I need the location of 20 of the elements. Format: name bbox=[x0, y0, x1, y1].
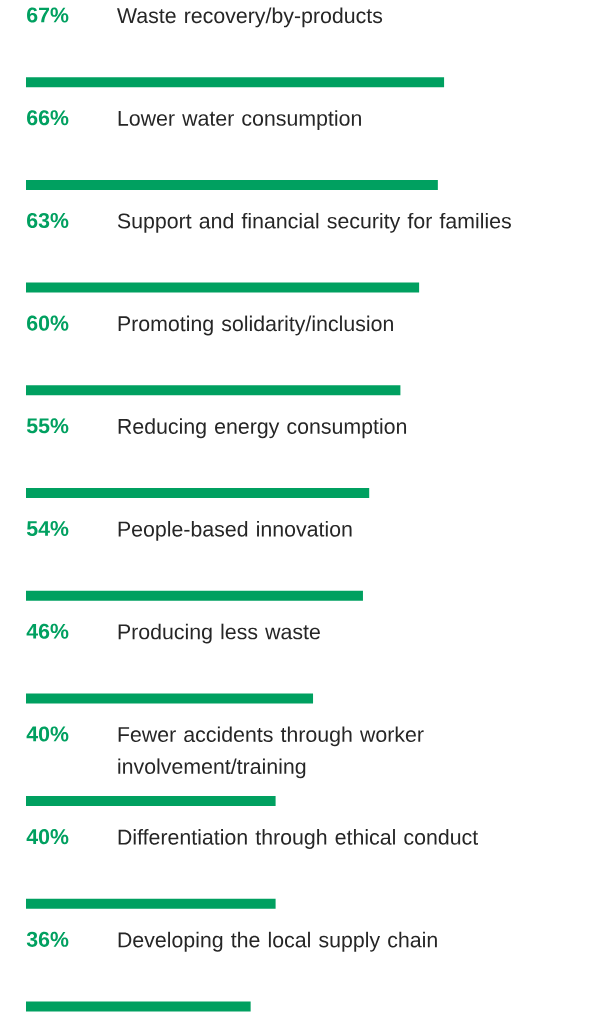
data-label: 36% bbox=[26, 931, 69, 947]
data-label: 54% bbox=[26, 520, 69, 537]
y-tick-label: Fewer accidents through worker involvement/training bbox=[118, 726, 424, 779]
data-label: 40% bbox=[26, 829, 69, 845]
y-tick-label: People-based innovation bbox=[118, 520, 352, 541]
data-label: 40% bbox=[26, 726, 69, 742]
y-tick-label: Promoting solidarity/inclusion bbox=[118, 315, 393, 336]
data-label: 67% bbox=[27, 7, 69, 23]
y-tick-label: Producing less waste bbox=[118, 623, 320, 644]
data-label: 63% bbox=[27, 212, 69, 228]
y-tick-label: Developing the local supply chain bbox=[118, 931, 437, 952]
data-label: 60% bbox=[27, 315, 69, 331]
data-label: 66% bbox=[27, 110, 69, 126]
data-label: 55% bbox=[26, 418, 69, 434]
y-tick-label: Differentiation through ethical conduct bbox=[118, 829, 479, 849]
y-tick-label: Waste recovery/by-products bbox=[117, 7, 383, 28]
data-label: 46% bbox=[26, 623, 69, 639]
y-tick-label: Reducing energy consumption bbox=[118, 418, 407, 439]
y-tick-label: Lower water consumption bbox=[118, 110, 361, 131]
y-tick-label: Support and financial security for families bbox=[117, 212, 511, 233]
